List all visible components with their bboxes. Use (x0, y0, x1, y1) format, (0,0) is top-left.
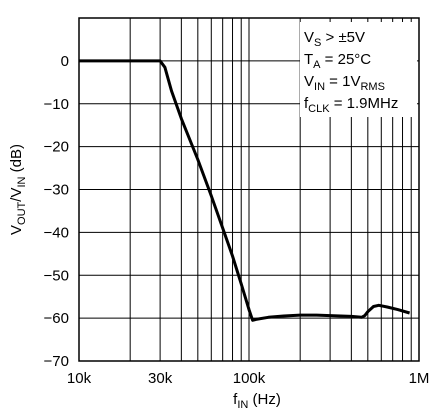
y-tick-label: −20 (44, 139, 69, 156)
annotation-line: fCLK = 1.9MHz (304, 95, 398, 115)
y-tick-label: −70 (44, 353, 69, 370)
x-tick-labels: 10k 30k 100k 1M (67, 370, 430, 387)
y-tick-label: −40 (44, 224, 69, 241)
annotation-line: VS > ±5V (304, 29, 365, 49)
x-tick-label: 10k (67, 370, 92, 387)
y-tick-labels: 0 −10 −20 −30 −40 −50 −60 −70 (44, 53, 69, 370)
x-axis-label: fIN (Hz) (233, 391, 281, 411)
annotation-background (300, 22, 417, 117)
annotation-line: TA = 25°C (304, 51, 371, 71)
x-tick-label: 30k (148, 370, 173, 387)
series-line (79, 59, 411, 322)
y-tick-label: −10 (44, 96, 69, 113)
y-tick-label: −50 (44, 267, 69, 284)
annotation-line: VIN = 1VRMS (304, 73, 385, 93)
x-tick-label: 100k (233, 370, 266, 387)
y-tick-label: −60 (44, 310, 69, 327)
plot-frame (78, 17, 420, 362)
y-tick-label: −30 (44, 182, 69, 199)
y-axis-label: VOUT/VIN (dB) (8, 144, 28, 235)
y-tick-label: 0 (61, 53, 69, 70)
x-tick-label: 1M (409, 370, 430, 387)
